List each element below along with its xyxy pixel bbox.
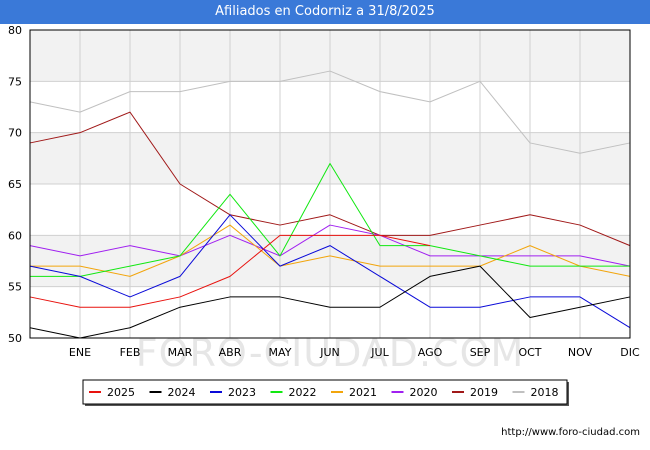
chart-title: Afiliados en Codorniz a 31/8/2025 — [0, 0, 650, 24]
y-tick-label: 55 — [8, 281, 22, 294]
legend-label-2024: 2024 — [168, 386, 196, 399]
y-tick-label: 50 — [8, 332, 22, 345]
series-line-2019 — [29, 111, 631, 247]
series-line-2023 — [29, 214, 631, 329]
footer-url: http://www.foro-ciudad.com — [501, 427, 640, 438]
x-tick-label: OCT — [518, 346, 541, 359]
plot-border — [29, 29, 631, 339]
x-tick-label: ENE — [69, 346, 91, 359]
x-axis-ticks: ENE FEB MAR ABR MAY JUN JUL AGO SEP OCT NOV DIC — [69, 346, 640, 359]
y-tick-label: 60 — [8, 229, 22, 242]
legend-label-2018: 2018 — [531, 386, 559, 399]
legend-label-2022: 2022 — [289, 386, 317, 399]
y-tick-label: 70 — [8, 127, 22, 140]
series-line-2024 — [29, 265, 631, 339]
x-tick-label: MAY — [269, 346, 292, 359]
y-tick-label: 75 — [8, 75, 22, 88]
y-tick-label: 65 — [8, 178, 22, 191]
legend-label-2020: 2020 — [410, 386, 438, 399]
legend-label-2021: 2021 — [349, 386, 377, 399]
series-line-2021 — [30, 224, 631, 277]
x-tick-label: DIC — [620, 346, 640, 359]
series-line-2022 — [30, 162, 630, 277]
x-tick-label: NOV — [568, 346, 593, 359]
x-tick-label: MAR — [168, 346, 193, 359]
x-tick-label: JUL — [370, 346, 389, 359]
legend-label-2025: 2025 — [107, 386, 135, 399]
legend: 2025 2024 2023 2022 2021 2020 2019 2018 — [82, 379, 569, 406]
x-tick-label: FEB — [120, 346, 141, 359]
series-line-2018 — [29, 70, 631, 154]
x-tick-label: AGO — [418, 346, 443, 359]
y-axis-ticks: 50 55 60 65 70 75 80 — [8, 24, 22, 345]
series-line-2020 — [29, 224, 631, 267]
gridlines — [30, 29, 630, 339]
legend-label-2019: 2019 — [470, 386, 498, 399]
series-lines — [29, 70, 631, 339]
legend-label-2023: 2023 — [228, 386, 256, 399]
legend-box — [82, 379, 568, 405]
x-tick-label: JUN — [319, 346, 340, 359]
y-tick-label: 80 — [8, 24, 22, 37]
x-tick-label: ABR — [219, 346, 242, 359]
series-line-2025 — [29, 234, 431, 308]
x-tick-label: SEP — [470, 346, 491, 359]
